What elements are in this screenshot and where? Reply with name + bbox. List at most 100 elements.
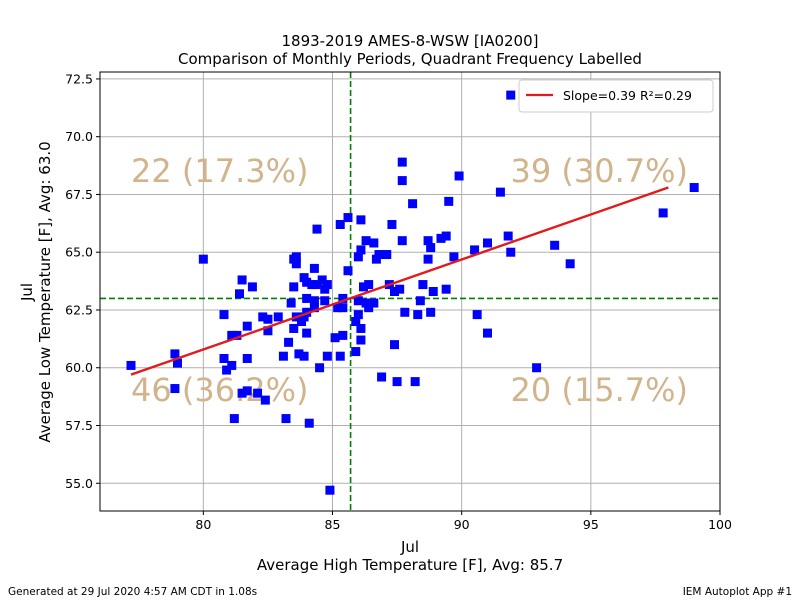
data-point-96 (400, 307, 410, 317)
data-point-28 (286, 298, 296, 308)
data-point-2 (170, 384, 180, 394)
data-point-101 (418, 280, 428, 290)
data-point-27 (284, 337, 294, 347)
data-point-105 (426, 307, 436, 317)
data-point-57 (325, 485, 335, 495)
y-tick-label: 60.0 (65, 360, 93, 375)
data-point-62 (338, 293, 348, 303)
y-axis-label-line1: Jul (18, 283, 36, 302)
data-point-16 (242, 354, 252, 364)
data-point-43 (302, 328, 312, 338)
data-point-45 (307, 280, 317, 290)
data-point-41 (302, 293, 312, 303)
data-point-12 (235, 289, 244, 299)
data-point-14 (237, 275, 247, 285)
data-point-81 (369, 238, 379, 248)
data-point-5 (219, 310, 229, 320)
regression-line-group (130, 186, 669, 376)
data-point-49 (312, 224, 322, 234)
data-point-39 (299, 351, 309, 361)
x-axis-label-line2: Average High Temperature [F], Avg: 85.7 (257, 556, 563, 574)
data-point-1 (170, 349, 180, 359)
data-point-20 (258, 312, 268, 322)
data-point-107 (436, 233, 446, 243)
data-point-25 (278, 351, 288, 361)
y-axis-label-line2: Average Low Temperature [F], Avg: 63.0 (36, 141, 54, 442)
data-point-36 (297, 317, 306, 327)
data-point-52 (317, 275, 327, 285)
data-point-19 (253, 388, 263, 398)
data-point-31 (289, 323, 299, 333)
data-point-106 (428, 287, 438, 296)
data-point-102 (423, 254, 433, 264)
data-point-32 (291, 259, 301, 269)
data-point-69 (353, 252, 363, 262)
data-point-100 (415, 296, 425, 306)
data-point-9 (227, 360, 237, 370)
data-point-50 (312, 280, 322, 290)
quadrant-bottom-right: 20 (15.7%) (510, 371, 688, 409)
data-point-83 (371, 254, 381, 264)
data-point-15 (242, 321, 252, 331)
data-point-22 (263, 314, 273, 324)
data-point-11 (232, 330, 242, 340)
data-point-35 (294, 349, 304, 359)
data-point-97 (408, 199, 418, 209)
data-point-0 (126, 360, 136, 370)
data-point-56 (322, 351, 332, 361)
data-point-18 (247, 282, 257, 292)
y-tick-label: 62.5 (65, 302, 93, 317)
x-tick-label: 90 (454, 517, 470, 532)
data-point-71 (353, 310, 363, 320)
data-point-123 (565, 259, 575, 269)
data-point-8 (227, 330, 237, 340)
data-point-94 (397, 176, 407, 186)
data-point-99 (413, 310, 423, 320)
quadrant-top-right: 39 (30.7%) (510, 152, 688, 190)
data-point-13 (237, 388, 247, 398)
data-point-73 (356, 245, 366, 255)
data-point-77 (361, 236, 371, 246)
data-point-84 (374, 250, 384, 260)
data-point-111 (449, 252, 459, 262)
data-point-117 (495, 187, 505, 197)
data-point-44 (304, 418, 314, 428)
data-point-26 (281, 414, 291, 424)
data-point-109 (441, 284, 451, 294)
chart-title-line1: 1893-2019 AMES-8-WSW [IA0200] (281, 32, 538, 50)
data-point-48 (309, 303, 319, 313)
data-point-76 (359, 282, 368, 292)
regression-line (130, 186, 669, 376)
y-tick-label: 67.5 (65, 187, 93, 202)
data-point-124 (658, 208, 668, 218)
data-point-67 (351, 347, 361, 357)
data-point-91 (392, 377, 402, 387)
data-point-113 (470, 245, 480, 255)
data-point-89 (390, 340, 399, 350)
data-point-24 (273, 312, 283, 322)
y-tick-label: 57.5 (65, 418, 93, 433)
quadrant-top-left: 22 (17.3%) (131, 152, 309, 190)
data-point-64 (338, 330, 348, 340)
data-point-88 (387, 219, 397, 229)
y-tick-label: 70.0 (65, 129, 93, 144)
data-point-63 (338, 303, 348, 313)
data-point-6 (219, 354, 229, 364)
data-point-79 (364, 280, 374, 290)
data-point-93 (397, 157, 407, 167)
data-point-108 (441, 231, 451, 241)
legend-box (518, 79, 714, 113)
data-point-70 (353, 296, 363, 306)
quadrant-labels: 22 (17.3%) 39 (30.7%) 46 (36.2%) 20 (15.… (131, 152, 688, 409)
data-point-46 (309, 263, 319, 273)
data-point-110 (444, 196, 454, 206)
data-point-60 (335, 219, 345, 229)
y-tick-label: 55.0 (65, 476, 93, 491)
data-point-61 (335, 351, 345, 361)
data-point-47 (309, 296, 319, 306)
data-point-65 (343, 213, 353, 223)
grid-lines (100, 72, 721, 511)
x-axis-label-line1: Jul (400, 538, 419, 556)
data-point-119 (506, 90, 516, 100)
